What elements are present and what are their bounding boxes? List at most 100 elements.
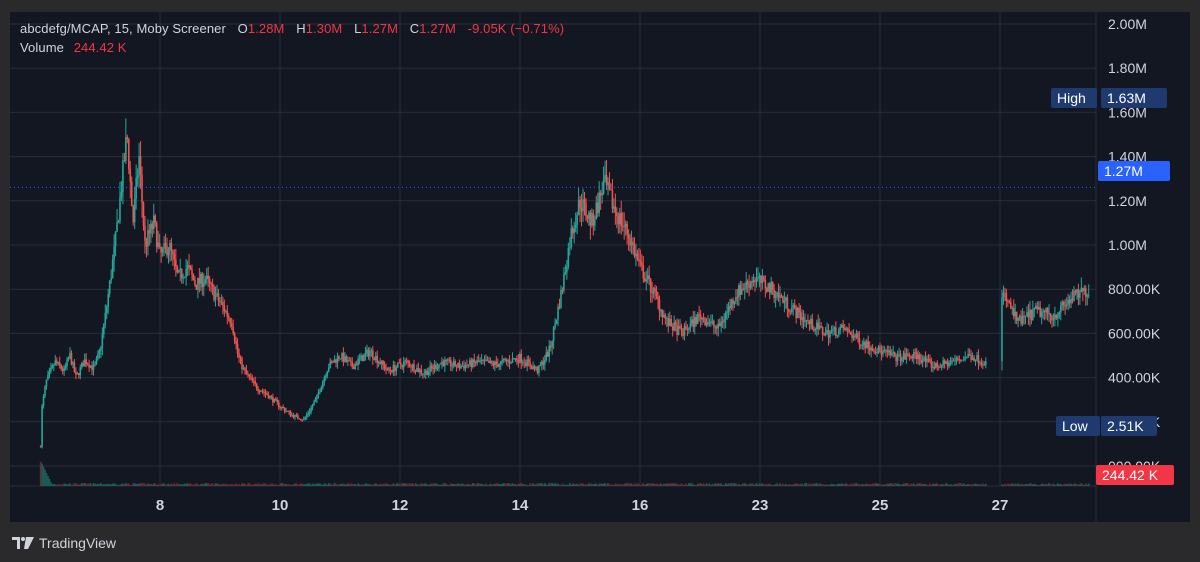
- volume-bar: [282, 483, 284, 486]
- candle-body: [177, 270, 180, 273]
- volume-bar: [305, 484, 308, 486]
- candle-body: [529, 362, 531, 367]
- candle-body: [538, 365, 540, 374]
- volume-bar: [241, 483, 243, 486]
- volume-bar: [1024, 484, 1027, 486]
- volume-bar: [686, 484, 689, 486]
- candle-body: [185, 268, 187, 277]
- y-tick-label: 1.80M: [1108, 60, 1147, 76]
- volume-bar: [451, 484, 453, 486]
- volume-bar: [155, 484, 158, 486]
- volume-bar: [958, 483, 961, 486]
- candle-body: [729, 305, 731, 308]
- volume-bar: [571, 483, 574, 486]
- volume-bar: [608, 484, 611, 486]
- candle-body: [957, 358, 959, 360]
- candle-body: [823, 334, 825, 336]
- volume-bar: [138, 483, 140, 486]
- volume-bar: [874, 483, 877, 486]
- candle-body: [205, 275, 208, 280]
- candle-body: [1033, 308, 1036, 310]
- volume-bar: [194, 483, 196, 486]
- volume-bar: [879, 484, 881, 486]
- volume-bar: [544, 483, 546, 486]
- candle-body: [108, 280, 111, 295]
- candle-body: [585, 202, 587, 216]
- candle-body: [414, 370, 417, 372]
- candle-body: [626, 223, 628, 235]
- volume-bar: [666, 483, 668, 486]
- candle-body: [355, 363, 358, 366]
- candle-body: [696, 314, 699, 325]
- volume-bar: [696, 483, 699, 486]
- candle-body: [516, 358, 518, 361]
- candle-body: [332, 361, 334, 363]
- volume-bar: [324, 483, 327, 486]
- candle-body: [1080, 287, 1083, 293]
- candle-body: [943, 360, 946, 364]
- candle-body: [613, 206, 615, 209]
- volume-bar: [643, 484, 646, 486]
- volume-bar: [1042, 483, 1044, 486]
- price-chart[interactable]: 2.00M 1.80M 1.60M 1.40M 1.20M 1.00M 800.00K 600…: [10, 12, 1190, 522]
- candle-body: [397, 362, 399, 368]
- volume-bar: [555, 484, 558, 486]
- chart-panel[interactable]: 2.00M 1.80M 1.60M 1.40M 1.20M 1.00M 800.00K 600…: [10, 12, 1190, 522]
- candle-body: [711, 321, 714, 322]
- candle-body: [914, 352, 917, 354]
- candle-body: [1067, 299, 1069, 305]
- volume-bar: [846, 484, 849, 486]
- volume-bar: [220, 484, 223, 486]
- volume-bar: [157, 484, 159, 486]
- candle-body: [170, 243, 173, 251]
- volume-bar: [410, 483, 412, 486]
- candle-body: [583, 199, 586, 203]
- volume-bar: [498, 483, 501, 486]
- candle-body: [789, 311, 792, 313]
- volume-bar: [638, 483, 640, 486]
- volume-bar: [491, 484, 493, 486]
- candle-body: [288, 411, 290, 413]
- volume-bar: [348, 484, 351, 486]
- volume-bar: [783, 484, 786, 486]
- volume-bar: [158, 484, 161, 486]
- candle-body: [724, 312, 727, 320]
- candle-body: [273, 398, 276, 403]
- candle-body: [821, 327, 824, 335]
- volume-bar: [392, 483, 395, 486]
- volume-bar: [602, 483, 605, 486]
- volume-bar: [295, 483, 298, 486]
- volume-bar: [227, 484, 230, 486]
- volume-bar: [446, 484, 449, 486]
- candle-body: [98, 350, 101, 354]
- candle-body: [130, 181, 133, 207]
- volume-bar: [704, 484, 706, 486]
- volume-bar: [768, 483, 771, 486]
- volume-bar: [864, 484, 867, 486]
- volume-bar: [885, 484, 887, 486]
- volume-bar: [319, 483, 321, 486]
- volume-bar: [717, 483, 720, 486]
- candle-body: [1086, 295, 1089, 297]
- volume-bar: [870, 484, 872, 486]
- candle-body: [1087, 294, 1090, 296]
- candle-body: [689, 323, 692, 329]
- x-tick-label: 10: [272, 497, 289, 514]
- volume-bar: [507, 483, 509, 486]
- candle-body: [501, 360, 503, 362]
- candle-body: [470, 360, 473, 368]
- candle-body: [1026, 312, 1028, 316]
- candle-body: [885, 350, 887, 351]
- candle-body: [864, 342, 867, 349]
- volume-bar: [67, 484, 70, 486]
- candle-body: [807, 320, 809, 321]
- volume-bar: [513, 484, 515, 486]
- volume-bar: [974, 483, 977, 486]
- volume-bar: [899, 484, 902, 486]
- volume-bar: [466, 483, 468, 486]
- tradingview-branding[interactable]: TradingView: [12, 533, 116, 553]
- volume-bar: [474, 484, 477, 486]
- volume-bar: [210, 483, 212, 486]
- candle-body: [471, 359, 474, 368]
- candle-body: [44, 386, 46, 397]
